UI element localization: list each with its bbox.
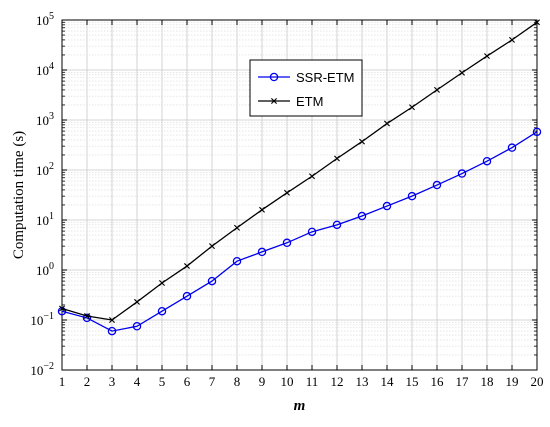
point-ssr-etm [307, 227, 317, 237]
x-tick-label: 5 [159, 374, 166, 389]
x-tick-label: 4 [134, 374, 141, 389]
x-tick-label: 1 [59, 374, 66, 389]
point-ssr-etm [532, 127, 542, 137]
point-ssr-etm [382, 201, 392, 211]
point-etm [84, 313, 90, 320]
x-tick-label: 18 [481, 374, 494, 389]
x-tick-label: 16 [431, 374, 445, 389]
point-ssr-etm [182, 291, 192, 301]
x-tick-label: 19 [506, 374, 519, 389]
point-ssr-etm [282, 238, 292, 248]
point-ssr-etm [432, 180, 442, 190]
point-etm [409, 104, 415, 111]
point-ssr-etm [357, 211, 367, 221]
point-ssr-etm [232, 256, 242, 266]
point-ssr-etm [57, 306, 67, 316]
point-ssr-etm [407, 191, 417, 201]
point-etm [234, 224, 240, 231]
y-tick-label: 100 [36, 261, 54, 278]
legend-label-ssr-etm: SSR-ETM [296, 70, 355, 85]
x-tick-label: 9 [259, 374, 266, 389]
point-etm [134, 298, 140, 305]
x-tick-label: 10 [281, 374, 294, 389]
point-etm [159, 279, 165, 286]
y-tick-label: 105 [36, 11, 54, 28]
point-etm [184, 263, 190, 270]
point-etm [309, 173, 315, 180]
point-ssr-etm [482, 156, 492, 166]
legend-box [249, 59, 363, 117]
x-tick-label: 11 [306, 374, 319, 389]
x-axis-label: m [294, 398, 306, 414]
legend-label-etm: ETM [296, 94, 323, 109]
x-tick-label: 2 [84, 374, 91, 389]
y-tick-label: 103 [36, 111, 54, 128]
x-tick-label: 20 [531, 374, 544, 389]
point-ssr-etm [157, 306, 167, 316]
y-tick-label: 104 [36, 61, 54, 78]
point-etm [534, 19, 540, 26]
legend-marker-etm [271, 98, 277, 104]
point-ssr-etm [457, 169, 467, 178]
point-ssr-etm [82, 313, 92, 323]
legend: SSR-ETM ETM [249, 59, 363, 117]
legend-marker-ssr-etm [269, 72, 279, 82]
point-etm [284, 189, 290, 196]
axis-ticks: 1 2 3 4 5 6 7 8 9 10 11 12 13 14 15 16 17 18 19 2010−210−11… [30, 11, 543, 389]
point-ssr-etm [207, 276, 217, 286]
x-tick-label: 13 [356, 374, 369, 389]
x-tick-label: 12 [331, 374, 344, 389]
point-etm [209, 243, 215, 250]
point-etm [434, 86, 440, 93]
y-tick-label: 102 [36, 161, 54, 178]
plot-frame [61, 19, 538, 371]
point-etm [334, 155, 340, 162]
x-tick-label: 14 [381, 374, 395, 389]
point-etm [59, 305, 65, 312]
point-ssr-etm [107, 326, 117, 336]
x-tick-label: 15 [406, 374, 419, 389]
point-etm [359, 138, 365, 145]
series-layer [57, 19, 542, 336]
y-axis-label: Computation time (s) [11, 131, 27, 259]
x-tick-label: 6 [184, 374, 191, 389]
y-tick-label: 10−2 [30, 361, 54, 378]
point-etm [384, 120, 390, 127]
point-etm [259, 206, 265, 213]
x-tick-label: 17 [456, 374, 470, 389]
point-ssr-etm [257, 247, 267, 257]
x-tick-label: 3 [109, 374, 116, 389]
series-line-etm [61, 21, 538, 321]
point-etm [459, 69, 465, 76]
y-tick-label: 101 [36, 211, 54, 228]
x-tick-label: 7 [209, 374, 216, 389]
y-tick-label: 10−1 [30, 311, 54, 328]
point-etm [509, 36, 515, 43]
point-etm [109, 317, 115, 323]
point-ssr-etm [507, 143, 517, 152]
series-line-ssr-etm [61, 131, 538, 332]
point-ssr-etm [132, 321, 142, 331]
point-ssr-etm [332, 220, 342, 230]
point-etm [484, 53, 490, 60]
x-tick-label: 8 [234, 374, 241, 389]
